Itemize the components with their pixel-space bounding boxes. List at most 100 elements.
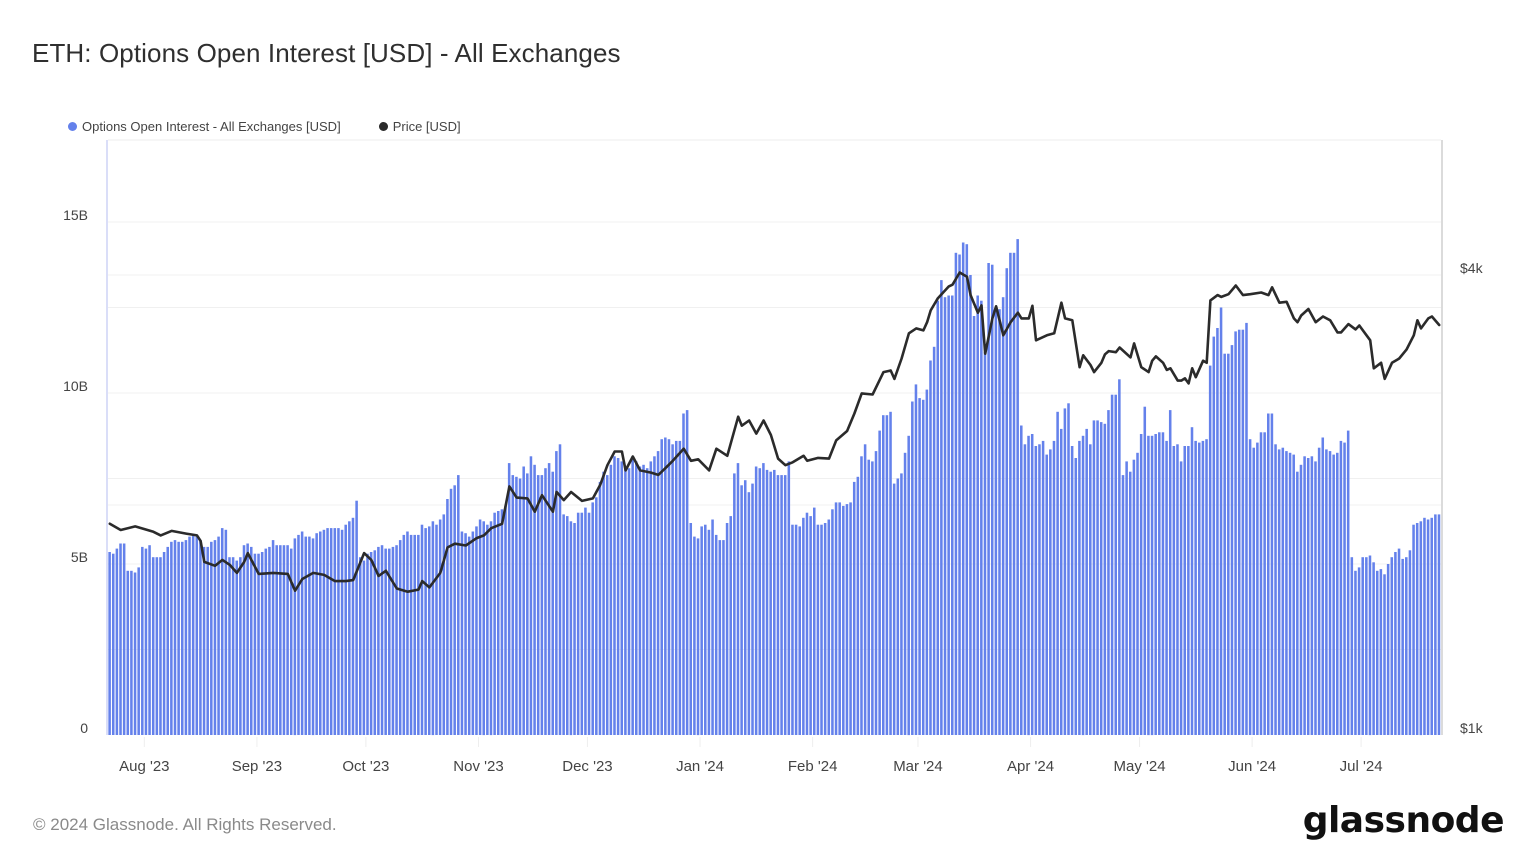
legend-item-open-interest[interactable]: Options Open Interest - All Exchanges [U…	[68, 119, 341, 134]
oi-bar	[1379, 569, 1383, 735]
oi-bar	[119, 543, 122, 735]
oi-bar	[558, 444, 562, 735]
oi-bar	[384, 548, 387, 735]
oi-bar	[1303, 456, 1306, 735]
oi-bar	[961, 242, 965, 735]
oi-bar	[740, 485, 743, 735]
oi-bar	[965, 244, 969, 735]
oi-bar	[802, 517, 805, 735]
oi-bar	[1354, 570, 1357, 735]
oi-bar	[319, 531, 322, 735]
oi-bar	[522, 466, 525, 735]
oi-bar	[369, 552, 373, 735]
oi-bar	[660, 439, 663, 735]
oi-bar	[994, 309, 998, 735]
oi-bar	[235, 560, 239, 735]
oi-bar	[1346, 430, 1350, 735]
oi-bar	[584, 507, 587, 735]
oi-bar	[260, 552, 264, 735]
oi-bar	[1281, 447, 1285, 735]
oi-bar	[842, 505, 845, 735]
oi-bar	[1430, 517, 1433, 735]
oi-bar	[1179, 461, 1183, 735]
oi-bar	[388, 548, 391, 735]
oi-bar	[377, 546, 380, 735]
x-tick-label: Sep '23	[232, 758, 282, 775]
oi-bar	[1089, 444, 1092, 735]
oi-bar	[417, 534, 420, 735]
oi-bar	[645, 468, 649, 735]
oi-bar	[137, 567, 140, 735]
oi-bar	[1230, 345, 1234, 735]
oi-bar	[1038, 444, 1041, 735]
glassnode-logo: glassnode	[1302, 800, 1505, 841]
oi-bar	[507, 463, 511, 735]
oi-bar	[108, 552, 111, 735]
oi-bar	[351, 517, 355, 735]
oi-bar	[555, 451, 558, 735]
oi-bar	[878, 430, 881, 735]
oi-bar	[1299, 464, 1303, 735]
oi-bar	[1212, 336, 1216, 735]
x-tick-label: Aug '23	[119, 758, 169, 775]
oi-bar	[725, 523, 729, 735]
oi-bar	[1081, 435, 1085, 736]
oi-bar	[1103, 423, 1107, 735]
oi-bar	[1067, 403, 1070, 735]
oi-bar	[511, 475, 515, 735]
chart-title: ETH: Options Open Interest [USD] - All E…	[32, 38, 621, 68]
oi-bar	[831, 509, 834, 735]
oi-bar	[1434, 514, 1437, 735]
oi-bar	[958, 254, 961, 735]
oi-bar	[253, 553, 257, 735]
oi-bar	[1372, 562, 1375, 735]
oi-bar	[1386, 564, 1390, 735]
oi-bar	[1208, 365, 1212, 735]
oi-bar	[1357, 567, 1361, 735]
oi-bar	[892, 483, 896, 735]
oi-bar	[526, 473, 529, 735]
oi-bar	[322, 529, 326, 735]
oi-bar	[141, 546, 144, 735]
oi-bar	[1415, 523, 1419, 735]
oi-bar	[275, 545, 278, 735]
y-left-tick-label: 0	[80, 720, 88, 736]
x-tick-label: Feb '24	[788, 758, 838, 775]
oi-bar	[151, 557, 155, 735]
legend-item-price[interactable]: Price [USD]	[378, 119, 461, 134]
y-right-tick-label: $1k	[1460, 720, 1484, 736]
oi-bar	[536, 475, 540, 735]
oi-bar	[148, 545, 151, 735]
oi-bar	[921, 399, 925, 735]
oi-bar	[580, 512, 584, 735]
oi-bar	[155, 557, 159, 735]
oi-bar	[366, 553, 369, 735]
oi-bar	[569, 521, 573, 736]
oi-bar	[1412, 524, 1415, 735]
oi-bar	[427, 526, 431, 735]
oi-bar	[711, 519, 714, 735]
oi-bar	[1172, 446, 1176, 735]
oi-bar	[493, 512, 496, 735]
oi-bar	[457, 475, 460, 735]
oi-bar	[1020, 425, 1023, 735]
oi-bar	[1310, 456, 1314, 735]
oi-bar	[889, 411, 892, 735]
oi-bar	[250, 546, 253, 735]
oi-bar	[424, 528, 427, 735]
oi-bar	[213, 540, 217, 735]
oi-bar	[671, 444, 674, 735]
oi-bar	[202, 546, 206, 735]
x-tick-label: Jul '24	[1340, 758, 1383, 775]
oi-bar	[1027, 435, 1030, 736]
oi-bar	[616, 458, 620, 735]
oi-bar	[562, 514, 565, 735]
oi-bar	[936, 300, 940, 735]
oi-bar	[635, 461, 638, 735]
oi-bar	[1059, 428, 1063, 735]
oi-bar	[224, 529, 228, 735]
oi-bar	[1096, 420, 1099, 735]
oi-bar	[1030, 434, 1034, 735]
oi-bar	[337, 528, 340, 735]
oi-bar	[693, 536, 696, 735]
